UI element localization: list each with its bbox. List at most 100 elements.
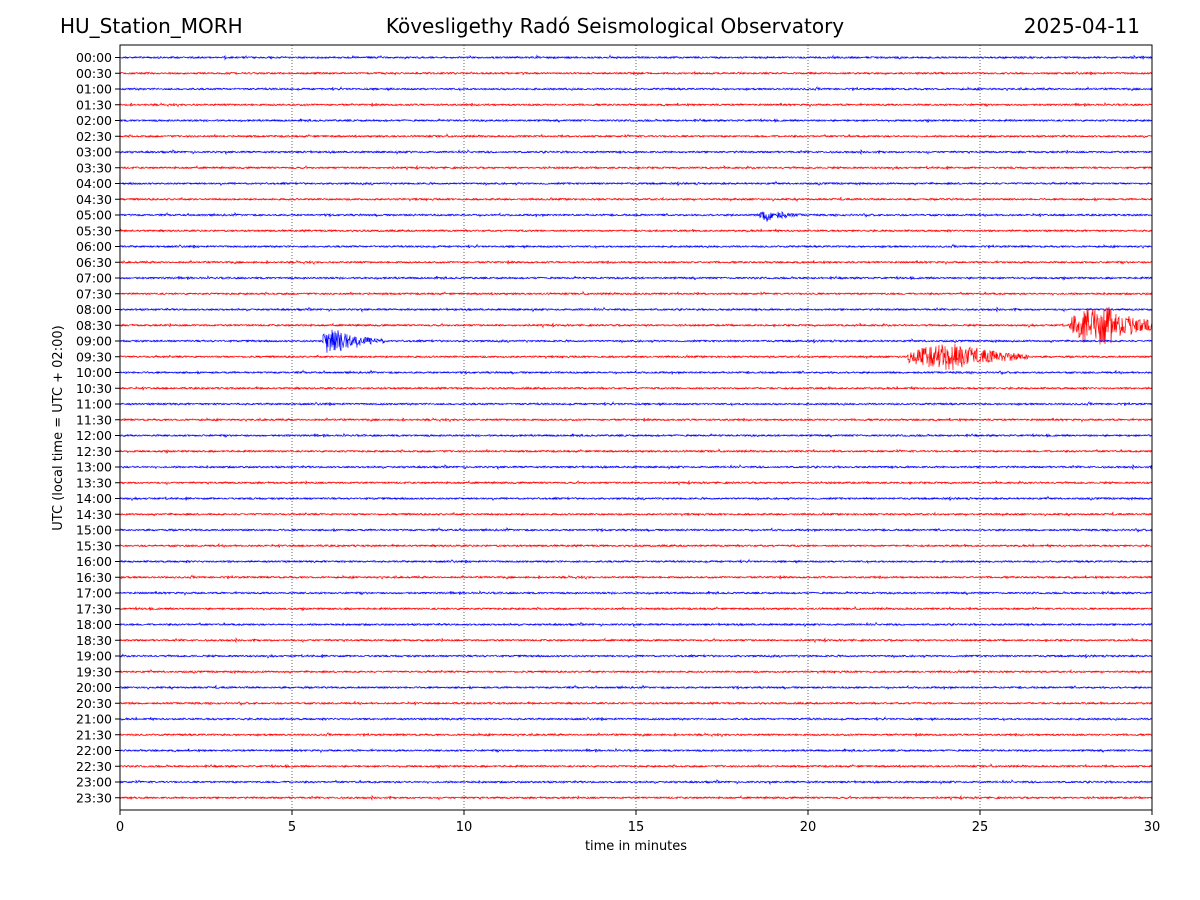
x-tick-label: 5 xyxy=(288,820,296,835)
trace-1630 xyxy=(119,574,1153,581)
trace-1000 xyxy=(119,369,1153,376)
y-tick-label: 11:00 xyxy=(76,397,112,412)
chart-title: Kövesligethy Radó Seismological Observat… xyxy=(385,14,845,38)
trace-2330 xyxy=(119,794,1153,802)
trace-0200 xyxy=(119,117,1153,124)
trace-1130 xyxy=(119,416,1153,423)
trace-0000 xyxy=(119,54,1153,61)
trace-0330 xyxy=(119,164,1153,172)
y-tick-label: 05:00 xyxy=(76,208,112,223)
x-axis: 0 5 10 15 20 25 30 xyxy=(116,810,1160,835)
chart-date: 2025-04-11 xyxy=(1023,14,1140,38)
trace-1230 xyxy=(119,448,1153,454)
trace-1100 xyxy=(119,400,1153,407)
y-tick-label: 00:00 xyxy=(76,50,112,65)
y-tick-label: 13:00 xyxy=(76,460,112,475)
trace-0130 xyxy=(119,101,1153,108)
trace-0800 xyxy=(119,306,1153,313)
y-tick-label: 01:00 xyxy=(76,82,112,97)
x-tick-label: 20 xyxy=(800,820,817,835)
y-tick-label: 17:00 xyxy=(76,586,112,601)
trace-1200 xyxy=(119,432,1153,438)
y-tick-label: 07:00 xyxy=(76,271,112,286)
trace-0630 xyxy=(119,259,1153,266)
trace-2300 xyxy=(119,779,1153,786)
trace-1800 xyxy=(119,621,1153,628)
trace-2100 xyxy=(119,715,1153,722)
y-tick-label: 02:00 xyxy=(76,113,112,128)
trace-1730 xyxy=(119,605,1153,612)
y-tick-label: 02:30 xyxy=(76,129,112,144)
y-tick-label: 05:30 xyxy=(76,223,112,238)
y-tick-label: 15:30 xyxy=(76,538,112,553)
trace-0030 xyxy=(119,70,1153,76)
y-tick-label: 03:30 xyxy=(76,160,112,175)
trace-0530 xyxy=(119,228,1153,233)
y-tick-label: 23:00 xyxy=(76,775,112,790)
trace-1930 xyxy=(119,668,1153,675)
x-tick-label: 0 xyxy=(116,820,124,835)
y-tick-label: 13:30 xyxy=(76,475,112,490)
trace-2000 xyxy=(119,684,1153,691)
trace-2200 xyxy=(119,747,1153,754)
y-tick-label: 04:00 xyxy=(76,176,112,191)
y-tick-label: 07:30 xyxy=(76,286,112,301)
y-tick-label: 22:30 xyxy=(76,759,112,774)
x-tick-label: 15 xyxy=(628,820,645,835)
trace-0900 xyxy=(119,329,1153,353)
trace-0930 xyxy=(119,344,1153,370)
y-tick-label: 18:30 xyxy=(76,633,112,648)
x-tick-label: 10 xyxy=(456,820,473,835)
y-tick-label: 15:00 xyxy=(76,523,112,538)
trace-2230 xyxy=(119,763,1153,769)
trace-1300 xyxy=(119,463,1153,471)
trace-0500 xyxy=(119,210,1153,222)
y-tick-label: 11:30 xyxy=(76,412,112,427)
trace-1900 xyxy=(119,653,1153,659)
y-tick-label: 14:00 xyxy=(76,491,112,506)
trace-0100 xyxy=(119,85,1153,92)
station-name: HU_Station_MORH xyxy=(60,14,243,38)
y-tick-label: 10:30 xyxy=(76,381,112,396)
trace-0400 xyxy=(119,180,1153,187)
y-tick-label: 06:30 xyxy=(76,255,112,270)
y-tick-label: 23:30 xyxy=(76,790,112,805)
y-tick-label: 08:00 xyxy=(76,302,112,317)
trace-1030 xyxy=(119,386,1153,391)
y-tick-label: 18:00 xyxy=(76,617,112,632)
y-tick-label: 22:00 xyxy=(76,743,112,758)
trace-1430 xyxy=(119,511,1153,517)
y-tick-label: 03:00 xyxy=(76,145,112,160)
y-tick-label: 08:30 xyxy=(76,318,112,333)
y-tick-label: 09:00 xyxy=(76,334,112,349)
trace-0700 xyxy=(119,275,1153,281)
y-tick-label: 16:30 xyxy=(76,570,112,585)
y-tick-label: 12:30 xyxy=(76,444,112,459)
y-tick-label: 00:30 xyxy=(76,66,112,81)
y-tick-label: 14:30 xyxy=(76,507,112,522)
trace-0230 xyxy=(119,133,1153,139)
trace-0430 xyxy=(119,196,1153,202)
trace-1600 xyxy=(119,558,1153,565)
y-tick-label: 20:30 xyxy=(76,696,112,711)
trace-1400 xyxy=(119,495,1153,502)
x-axis-label: time in minutes xyxy=(585,839,687,854)
y-axis-label: UTC (local time = UTC + 02:00) xyxy=(51,325,66,530)
trace-0600 xyxy=(119,243,1153,250)
grid-lines xyxy=(291,45,981,810)
trace-0730 xyxy=(119,290,1153,296)
trace-2030 xyxy=(119,700,1153,706)
trace-1330 xyxy=(119,479,1153,487)
y-tick-label: 21:30 xyxy=(76,727,112,742)
seismic-traces xyxy=(119,54,1153,802)
y-tick-label: 17:30 xyxy=(76,601,112,616)
trace-2130 xyxy=(119,731,1153,738)
y-tick-label: 19:30 xyxy=(76,664,112,679)
trace-1830 xyxy=(119,637,1153,644)
trace-0300 xyxy=(119,148,1153,156)
y-tick-label: 04:30 xyxy=(76,192,112,207)
y-tick-label: 16:00 xyxy=(76,554,112,569)
y-axis: 00:0000:3001:0001:3002:0002:3003:0003:30… xyxy=(76,50,120,805)
trace-0830 xyxy=(119,306,1153,345)
y-tick-label: 20:00 xyxy=(76,680,112,695)
